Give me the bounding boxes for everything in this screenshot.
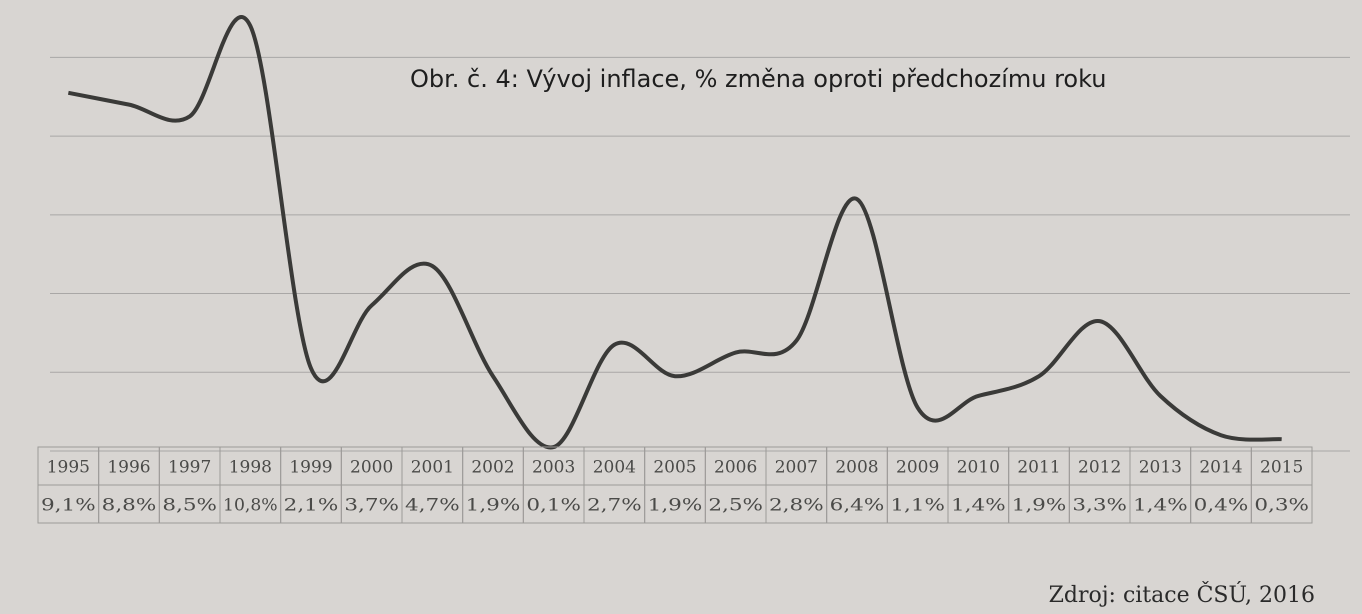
- x-tick-label: 1996: [107, 458, 150, 478]
- x-tick-label: 2003: [532, 458, 575, 478]
- data-label: 9,1%: [41, 496, 96, 516]
- data-label: 1,9%: [648, 496, 703, 516]
- x-tick-label: 2004: [593, 458, 636, 478]
- chart-title: Obr. č. 4: Vývoj inflace, % změna oproti…: [410, 65, 1106, 93]
- table-cell: [1250, 484, 1313, 524]
- x-tick-label: 2001: [411, 458, 454, 478]
- x-tick-label: 2005: [653, 458, 696, 478]
- data-label: 10,8%: [223, 496, 278, 516]
- data-label: 2,1%: [284, 496, 339, 516]
- data-label: 8,5%: [162, 496, 217, 516]
- x-tick-label: 2009: [896, 458, 939, 478]
- data-label: 2,8%: [769, 496, 824, 516]
- x-tick-label: 2006: [714, 458, 757, 478]
- data-label: 3,3%: [1072, 496, 1127, 516]
- data-label: 1,4%: [951, 496, 1006, 516]
- data-label: 1,4%: [1133, 496, 1188, 516]
- data-label: 6,4%: [830, 496, 885, 516]
- x-tick-label: 2012: [1078, 458, 1121, 478]
- x-tick-label: 2002: [471, 458, 514, 478]
- x-tick-label: 2014: [1199, 458, 1242, 478]
- data-label: 2,5%: [708, 496, 763, 516]
- x-tick-label: 2007: [775, 458, 818, 478]
- data-label: 1,9%: [1012, 496, 1067, 516]
- data-label: 3,7%: [344, 496, 399, 516]
- x-tick-label: 1999: [289, 458, 332, 478]
- data-label: 1,1%: [890, 496, 945, 516]
- x-tick-label: 2000: [350, 458, 393, 478]
- data-label: 0,4%: [1194, 496, 1249, 516]
- data-label: 8,8%: [102, 496, 157, 516]
- series-line: [67, 14, 1282, 450]
- data-label: 1,9%: [466, 496, 521, 516]
- x-tick-label: 2008: [835, 458, 878, 478]
- x-tick-label: 1998: [229, 458, 272, 478]
- data-label: 2,7%: [587, 496, 642, 516]
- x-tick-label: 1997: [168, 458, 211, 478]
- source-note: Zdroj: citace ČSÚ, 2016: [1049, 581, 1315, 608]
- data-label: 0,1%: [526, 496, 581, 516]
- data-label: 0,3%: [1254, 496, 1309, 516]
- x-tick-label: 2013: [1139, 458, 1182, 478]
- x-tick-label: 2015: [1260, 458, 1303, 478]
- data-label: 4,7%: [405, 496, 460, 516]
- x-tick-label: 2010: [957, 458, 1000, 478]
- x-tick-label: 1995: [47, 458, 90, 478]
- x-tick-label: 2011: [1017, 458, 1060, 478]
